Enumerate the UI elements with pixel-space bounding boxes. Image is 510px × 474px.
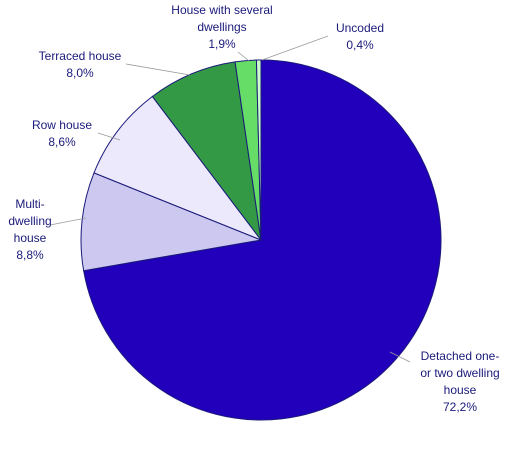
value-label: 1,9% xyxy=(208,37,236,51)
pie-slice xyxy=(151,61,262,241)
leader-line xyxy=(261,35,329,61)
label-line: house xyxy=(444,383,477,397)
label-line: dwelling xyxy=(8,214,51,228)
slice-label: Multi-dwelling house xyxy=(8,197,51,245)
label-line: House with several xyxy=(171,3,272,17)
slice-label: House with several dwellings xyxy=(171,3,272,34)
label-line: Terraced house xyxy=(39,49,122,63)
leader-line xyxy=(125,63,191,76)
pie-slice xyxy=(93,95,263,242)
pie-slice xyxy=(80,172,263,272)
slice-label: Row house xyxy=(32,118,92,132)
leader-line xyxy=(389,351,411,363)
slice-label: Detached one-or two dwelling house xyxy=(420,349,499,397)
value-label: 8,6% xyxy=(48,135,76,149)
label-line: Detached one- xyxy=(421,349,500,363)
value-label: 8,0% xyxy=(66,66,94,80)
label-line: Row house xyxy=(32,118,92,132)
slice-label: Terraced house xyxy=(39,49,122,63)
value-label: 72,2% xyxy=(443,400,477,414)
pie-slice xyxy=(255,59,262,241)
label-line: dwellings xyxy=(197,20,246,34)
leader-line xyxy=(237,51,250,62)
label-line: Multi- xyxy=(15,197,44,211)
leader-line xyxy=(97,132,121,141)
label-line: Uncoded xyxy=(336,21,384,35)
label-line: house xyxy=(14,231,47,245)
slice-label: Uncoded xyxy=(336,21,384,35)
leader-line xyxy=(49,217,87,226)
value-label: 0,4% xyxy=(346,38,374,52)
label-line: or two dwelling xyxy=(420,366,499,380)
value-label: 8,8% xyxy=(16,248,44,262)
